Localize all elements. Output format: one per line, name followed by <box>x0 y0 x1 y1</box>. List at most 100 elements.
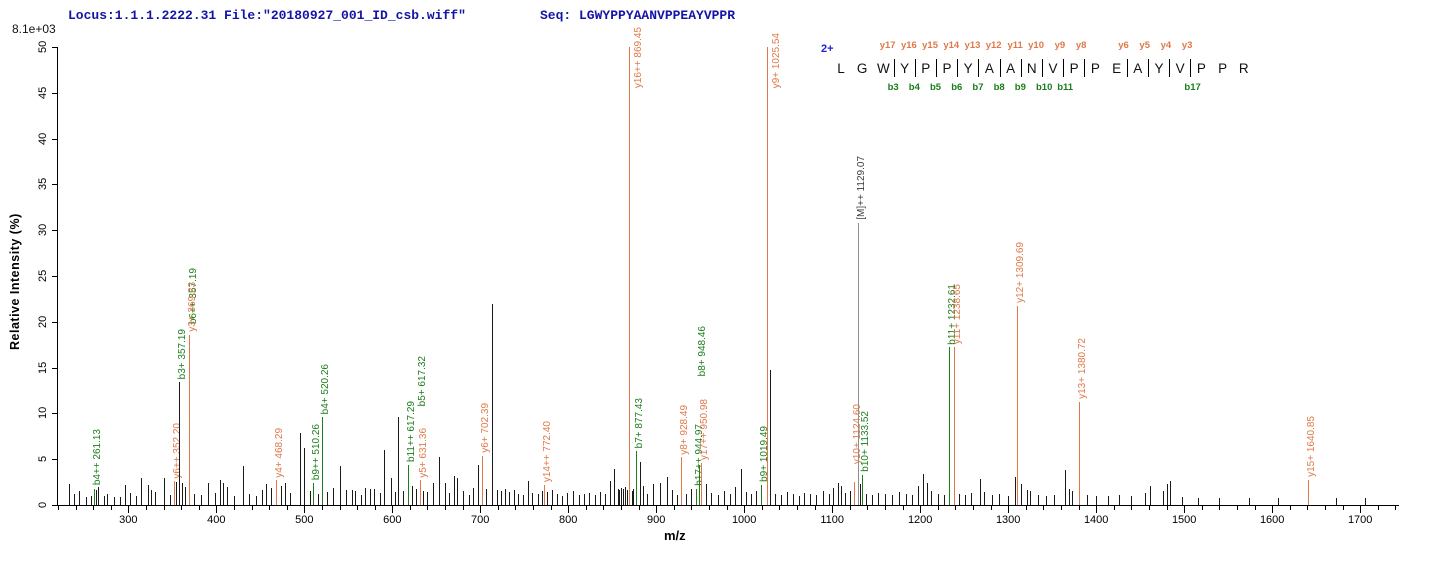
noise-peak <box>79 491 80 505</box>
b-ion-site-label: b9 <box>1014 82 1026 93</box>
noise-peak <box>1054 494 1055 505</box>
noise-peak <box>672 490 674 505</box>
noise-peak <box>746 492 747 505</box>
noise-peak <box>578 494 580 505</box>
x-axis-tick-label: 1500 <box>1171 514 1197 526</box>
noise-peak <box>497 490 498 505</box>
noise-peak <box>980 479 981 505</box>
noise-peak <box>86 496 87 505</box>
noise-peak <box>504 488 506 505</box>
peak-annotation-label: b4+ 520.26 <box>320 363 332 415</box>
noise-peak <box>351 490 353 505</box>
y-ion-site-label: y17 <box>879 40 896 51</box>
noise-peak <box>652 483 654 505</box>
noise-peak <box>299 432 301 505</box>
x-axis-tick <box>409 506 411 510</box>
sequence-residue: Y <box>963 61 973 76</box>
x-axis-tick <box>673 506 675 510</box>
b-ion-site-label: b4 <box>908 82 920 93</box>
noise-peak <box>1149 485 1151 505</box>
b-ion-peak <box>761 484 763 505</box>
noise-peak <box>1144 493 1146 505</box>
b-ion-peak <box>313 483 315 505</box>
x-axis-tick <box>797 506 798 510</box>
y-axis-tick-label: 25 <box>37 269 49 283</box>
noise-peak <box>194 494 196 505</box>
sequence-residue: P <box>1069 61 1079 76</box>
noise-peak <box>69 483 71 505</box>
y-axis-tick <box>52 505 57 506</box>
noise-peak <box>248 494 250 505</box>
noise-peak <box>833 487 835 505</box>
noise-peak <box>513 490 515 505</box>
x-axis-tick <box>656 506 658 513</box>
y-ion-site-label: y8 <box>1075 40 1087 51</box>
y-ion-peak <box>174 481 176 505</box>
cleavage-site-bar <box>1084 59 1086 77</box>
cleavage-site-bar <box>978 59 980 77</box>
x-axis-tick <box>568 506 570 513</box>
noise-peak <box>453 475 455 505</box>
noise-peak <box>865 494 867 505</box>
sequence-residue: E <box>1112 61 1122 76</box>
x-axis-tick <box>920 506 922 513</box>
y-ion-site-label: y16 <box>900 40 917 51</box>
b-ion-site-label: b17 <box>1184 82 1201 93</box>
noise-peak <box>309 491 311 505</box>
x-axis-tick <box>233 506 235 510</box>
noise-peak <box>219 480 221 505</box>
y-ion-peak <box>543 484 545 505</box>
x-axis-tick <box>339 506 341 510</box>
y-ion-peak <box>701 462 703 505</box>
noise-peak <box>958 494 960 505</box>
noise-peak <box>1198 497 1200 505</box>
noise-peak <box>639 461 641 505</box>
y-ion-peak <box>482 455 484 505</box>
x-axis-tick <box>990 506 992 510</box>
noise-peak <box>556 494 558 505</box>
noise-peak <box>103 495 105 505</box>
x-axis-tick <box>93 506 95 510</box>
noise-peak <box>169 494 171 505</box>
cleavage-site-bar <box>936 59 937 77</box>
y-ion-site-label: y3 <box>1181 40 1193 51</box>
noise-peak <box>627 490 629 505</box>
x-axis-tick <box>462 506 464 510</box>
y-ion-peak <box>1016 306 1018 505</box>
noise-peak <box>365 487 366 505</box>
noise-peak <box>691 489 693 505</box>
noise-peak <box>775 494 776 505</box>
b-ion-peak <box>948 347 950 505</box>
noise-peak <box>509 492 511 505</box>
sequence-residue: V <box>1048 61 1058 76</box>
noise-peak <box>810 494 812 505</box>
sequence-residue: P <box>921 61 931 76</box>
y-axis-tick <box>52 321 57 323</box>
x-axis-tick <box>1289 506 1291 510</box>
noise-peak <box>317 494 319 505</box>
plot-axes-frame <box>57 47 1399 506</box>
peak-annotation-label: [M]++ 1129.07 <box>855 156 867 220</box>
noise-peak <box>643 485 644 505</box>
y-axis-tick-label: 0 <box>37 501 49 509</box>
x-axis-tick <box>497 506 499 510</box>
y-ion-peak <box>419 480 421 505</box>
noise-peak <box>379 493 381 505</box>
b-ion-peak <box>698 464 700 505</box>
x-axis-tick <box>110 506 112 510</box>
noise-peak <box>304 448 306 505</box>
noise-peak <box>999 494 1001 505</box>
noise-peak <box>899 492 901 505</box>
noise-peak <box>266 483 268 505</box>
x-axis-tick <box>603 506 605 510</box>
noise-peak <box>751 494 753 505</box>
noise-peak <box>383 450 385 505</box>
sequence-residue: P <box>1218 61 1228 76</box>
noise-peak <box>339 465 341 505</box>
x-axis-tick-label: 300 <box>119 514 138 526</box>
cleavage-site-bar <box>1126 59 1128 77</box>
noise-peak <box>1065 470 1067 505</box>
peak-annotation-label: y15+ 1640.85 <box>1306 416 1318 478</box>
noise-peak <box>647 494 649 505</box>
noise-peak <box>1072 491 1074 505</box>
